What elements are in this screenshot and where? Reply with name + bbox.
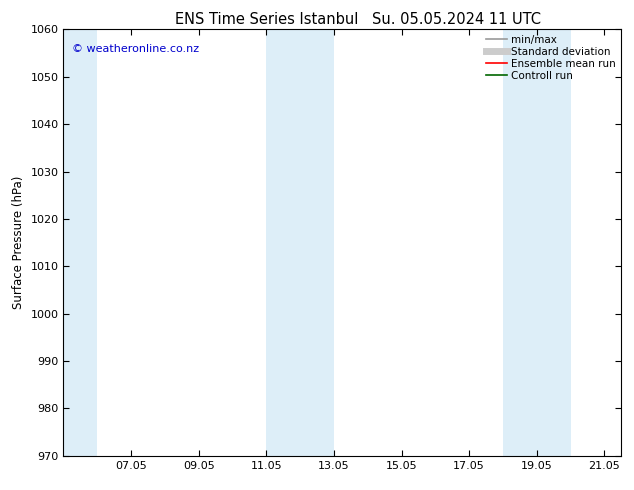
Y-axis label: Surface Pressure (hPa): Surface Pressure (hPa)	[12, 176, 25, 309]
Bar	[300, 29, 334, 456]
Bar	[63, 29, 97, 456]
Text: ENS Time Series Istanbul: ENS Time Series Istanbul	[174, 12, 358, 27]
Legend: min/max, Standard deviation, Ensemble mean run, Controll run: min/max, Standard deviation, Ensemble me…	[484, 32, 618, 83]
Text: Su. 05.05.2024 11 UTC: Su. 05.05.2024 11 UTC	[372, 12, 541, 27]
Text: © weatheronline.co.nz: © weatheronline.co.nz	[72, 44, 199, 54]
Bar	[537, 29, 571, 456]
Bar	[266, 29, 300, 456]
Bar	[503, 29, 537, 456]
